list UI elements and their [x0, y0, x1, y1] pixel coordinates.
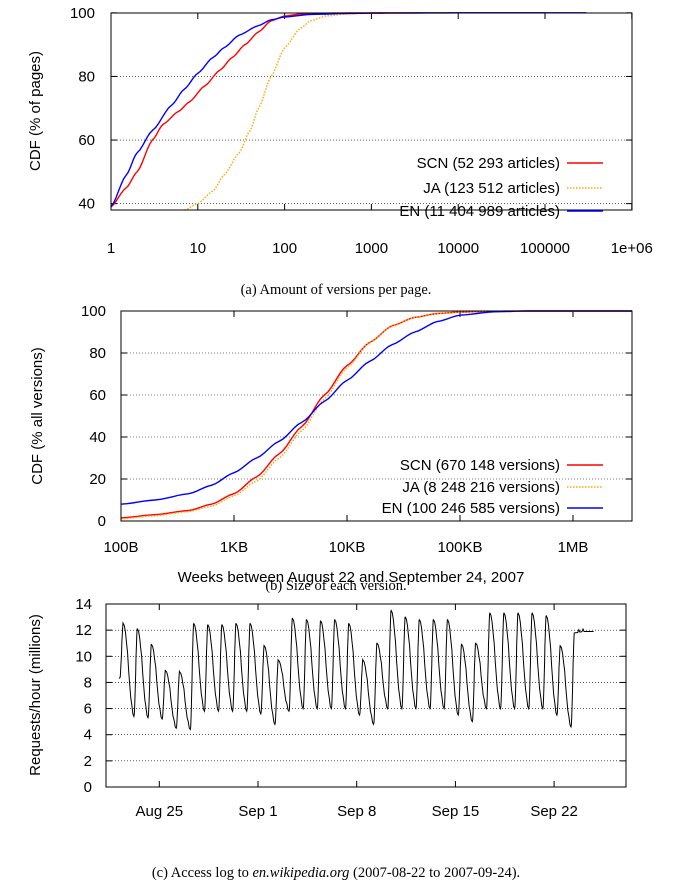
x-tick-label: 10: [189, 240, 206, 257]
y-tick-label: 100: [81, 303, 106, 320]
legend-label: SCN (52 293 articles): [417, 155, 560, 172]
legend-label: JA (123 512 articles): [423, 180, 560, 197]
y-axis-label: CDF (% all versions): [29, 347, 46, 485]
y-tick-label: 6: [84, 701, 92, 718]
y-tick-label: 40: [78, 196, 95, 213]
plot-a-frame: [110, 12, 633, 211]
x-tick-label: Aug 25: [136, 803, 184, 820]
caption-c-prefix: (c) Access log to: [152, 865, 253, 881]
caption-c-site: en.wikipedia.org: [252, 865, 349, 881]
x-tick-label: 1KB: [220, 539, 248, 556]
x-tick-label: 100KB: [437, 539, 482, 556]
y-tick-label: 60: [78, 132, 95, 149]
y-tick-label: 0: [84, 779, 92, 796]
plot-b-frame: [120, 310, 633, 522]
y-tick-label: 80: [78, 68, 95, 85]
x-tick-label: Sep 1: [238, 803, 277, 820]
y-axis-label: Requests/hour (millions): [27, 614, 44, 776]
y-tick-label: 80: [89, 345, 106, 362]
y-tick-label: 4: [84, 727, 92, 744]
x-tick-label: Sep 15: [432, 803, 480, 820]
x-tick-label: 10000: [437, 240, 479, 257]
series-line-1: [120, 310, 632, 520]
caption-c: (c) Access log to en.wikipedia.org (2007…: [152, 865, 520, 881]
x-tick-label: 100: [272, 240, 297, 257]
caption-c-suffix: (2007-08-22 to 2007-09-24).: [349, 865, 520, 881]
chart-a: 40 60 80 100 1 10 100 1000 10000 100000 1e+06 CDF (…: [27, 5, 653, 257]
chart-c-title: Weeks between August 22 and September 24…: [178, 569, 525, 586]
y-axis-label: CDF (% of pages): [27, 51, 44, 171]
series-line-0: [110, 12, 545, 208]
y-tick-label: 100: [70, 5, 95, 22]
y-tick-label: 40: [89, 429, 106, 446]
y-tick-label: 10: [75, 648, 92, 665]
series-line-2: [110, 12, 587, 208]
y-tick-label: 0: [98, 513, 106, 530]
series-line-0: [120, 310, 632, 519]
x-tick-label: Sep 22: [530, 803, 578, 820]
series-line-requests: [118, 609, 594, 731]
x-tick-label: 100000: [520, 240, 570, 257]
y-tick-label: 2: [84, 753, 92, 770]
caption-a: (a) Amount of versions per page.: [241, 282, 432, 298]
x-tick-label: 1000: [355, 240, 388, 257]
legend-label: JA (8 248 216 versions): [402, 479, 560, 496]
x-tick-label: Sep 8: [337, 803, 376, 820]
chart-b: 0 20 40 60 80 100 100B 1KB 10KB 100KB 1MB CDF (% al…: [29, 303, 633, 556]
y-tick-label: 60: [89, 387, 106, 404]
legend-label: SCN (670 148 versions): [400, 457, 560, 474]
x-tick-label: 10KB: [329, 539, 366, 556]
plot-c-frame: [105, 603, 627, 788]
legend-label: EN (100 246 585 versions): [382, 500, 560, 517]
legend-label: EN (11 404 989 articles): [399, 203, 560, 220]
series-line-2: [120, 310, 632, 505]
caption-b: (b) Size of each version.: [265, 578, 406, 594]
y-tick-label: 14: [75, 596, 92, 613]
x-tick-label: 1: [107, 240, 115, 257]
chart-c: 0 2 4 6 8 10 12 14 Aug 25 Sep 1 Sep 8 Sep 15 Sep 22 R…: [27, 596, 627, 820]
x-tick-label: 1MB: [558, 539, 589, 556]
y-tick-label: 20: [89, 471, 106, 488]
x-tick-label: 100B: [103, 539, 138, 556]
y-tick-label: 8: [84, 674, 92, 691]
y-tick-label: 12: [75, 622, 92, 639]
x-tick-label: 1e+06: [611, 240, 653, 257]
